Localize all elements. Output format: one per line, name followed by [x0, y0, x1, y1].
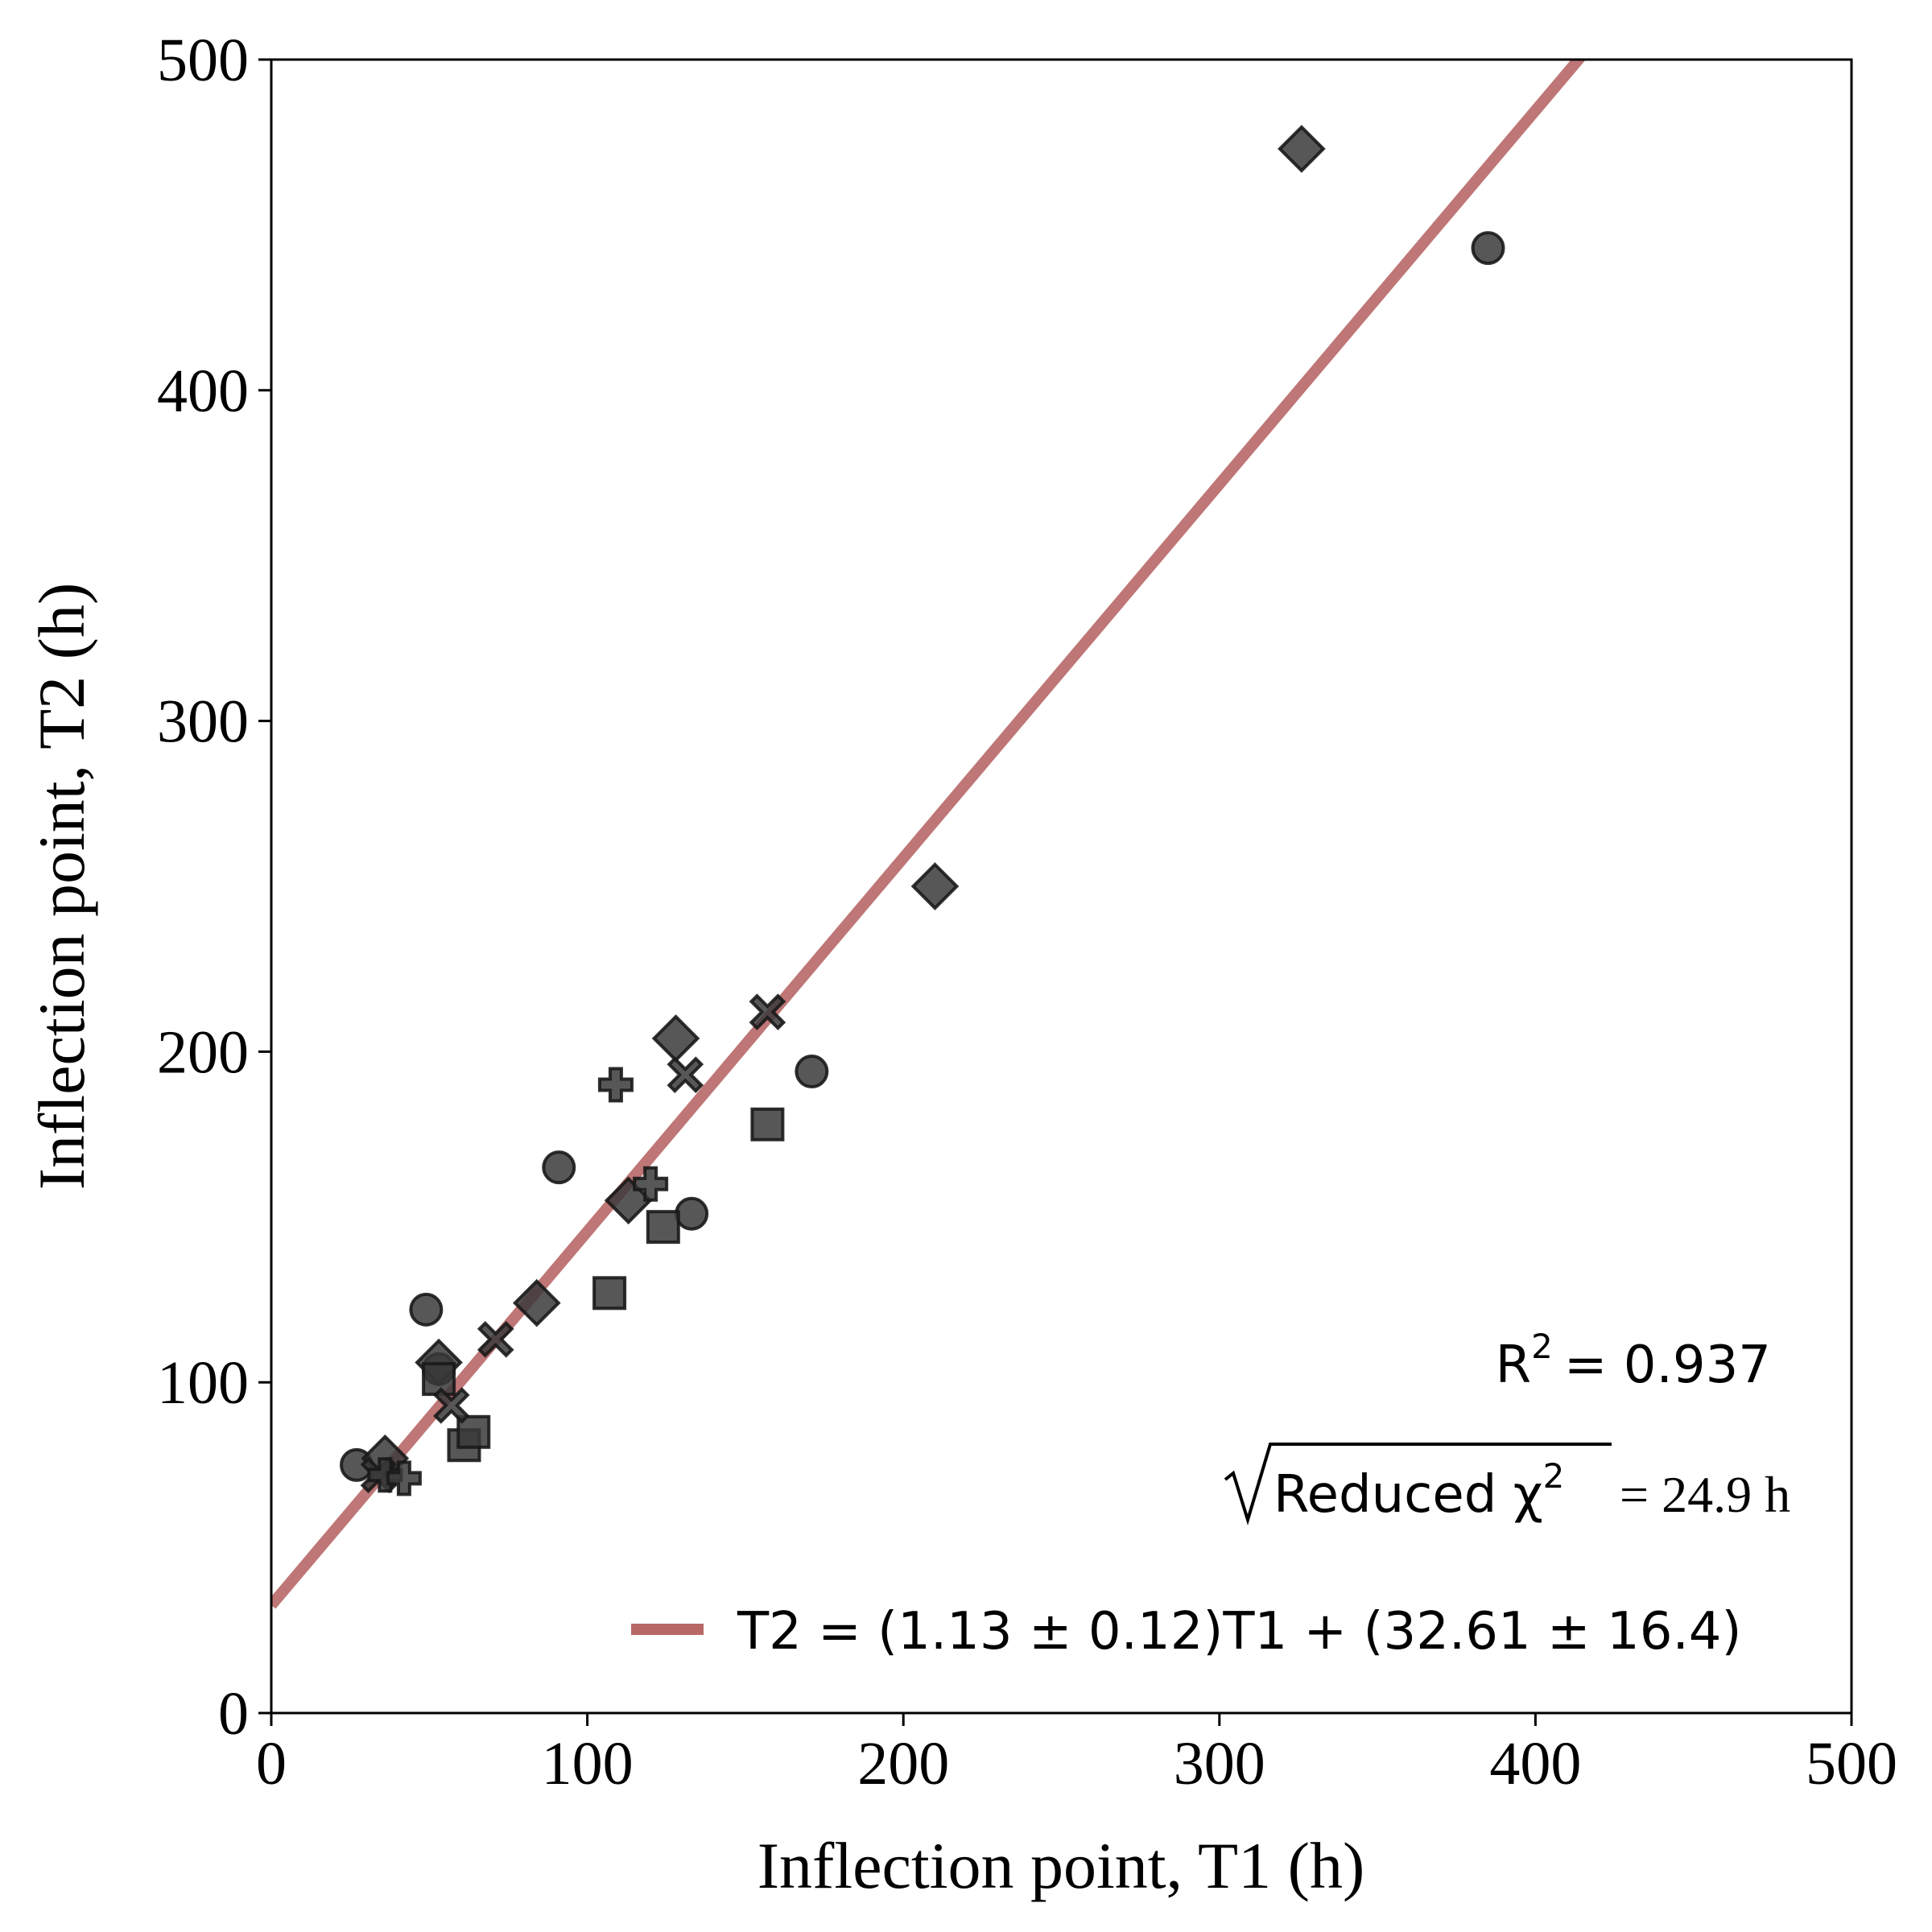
y-tick-label: 400	[157, 357, 249, 425]
data-point-circle-5	[675, 1196, 709, 1231]
data-point-diamond-5	[651, 1014, 700, 1063]
data-point-plus-3	[597, 1067, 634, 1103]
y-tick-label: 300	[157, 688, 249, 756]
data-point-diamond-6	[910, 862, 960, 910]
x-tick-label: 100	[542, 1730, 634, 1798]
chi-squared-value: = 24.9 h	[1620, 1466, 1790, 1523]
data-point-circle-7	[1471, 231, 1505, 266]
x-axis-title: Inflection point, T1 (h)	[758, 1829, 1365, 1902]
plot-frame	[270, 58, 1853, 1715]
legend-fit-label: T2 = (1.13 ± 0.12)T1 + (32.61 ± 16.4)	[737, 1602, 1741, 1662]
y-axis-title: Inflection point, T2 (h)	[25, 583, 98, 1191]
data-point-square-3	[456, 1414, 491, 1449]
y-tick-label: 100	[157, 1349, 249, 1417]
data-point-diamond-3	[512, 1278, 561, 1327]
data-point-square-5	[646, 1210, 680, 1245]
y-tick-label: 200	[157, 1018, 249, 1086]
x-tick-label: 500	[1806, 1730, 1897, 1798]
data-point-plus-2	[386, 1460, 422, 1496]
x-tick-label: 200	[857, 1730, 949, 1798]
x-tick-label: 300	[1174, 1730, 1265, 1798]
data-point-circle-6	[795, 1055, 829, 1089]
data-point-x-2	[432, 1387, 470, 1424]
data-point-x-3	[477, 1320, 514, 1358]
y-tick-label: 500	[157, 27, 249, 94]
r-squared-annotation: R2 = 0.937	[1496, 1327, 1771, 1395]
reduced-chi-squared-annotation: Reduced χ2 = 24.9 h	[1224, 1443, 1790, 1525]
data-point-plus-4	[633, 1166, 669, 1202]
data-point-square-6	[750, 1107, 785, 1141]
legend: T2 = (1.13 ± 0.12)T1 + (32.61 ± 16.4)	[631, 1602, 1741, 1662]
svg-text:Reduced χ2: Reduced χ2	[1274, 1456, 1564, 1525]
data-point-circle-2	[409, 1292, 444, 1327]
sqrt-symbol	[1224, 1443, 1612, 1525]
data-point-circle-4	[542, 1150, 576, 1185]
data-point-square-4	[592, 1276, 627, 1311]
data-point-diamond-7	[1278, 125, 1326, 173]
x-tick-label: 400	[1489, 1730, 1581, 1798]
data-point-x-5	[749, 993, 786, 1030]
x-tick-label: 0	[256, 1730, 287, 1798]
data-point-plus-1	[367, 1457, 403, 1493]
y-tick-label: 0	[218, 1680, 249, 1748]
data-point-x-4	[667, 1056, 704, 1093]
